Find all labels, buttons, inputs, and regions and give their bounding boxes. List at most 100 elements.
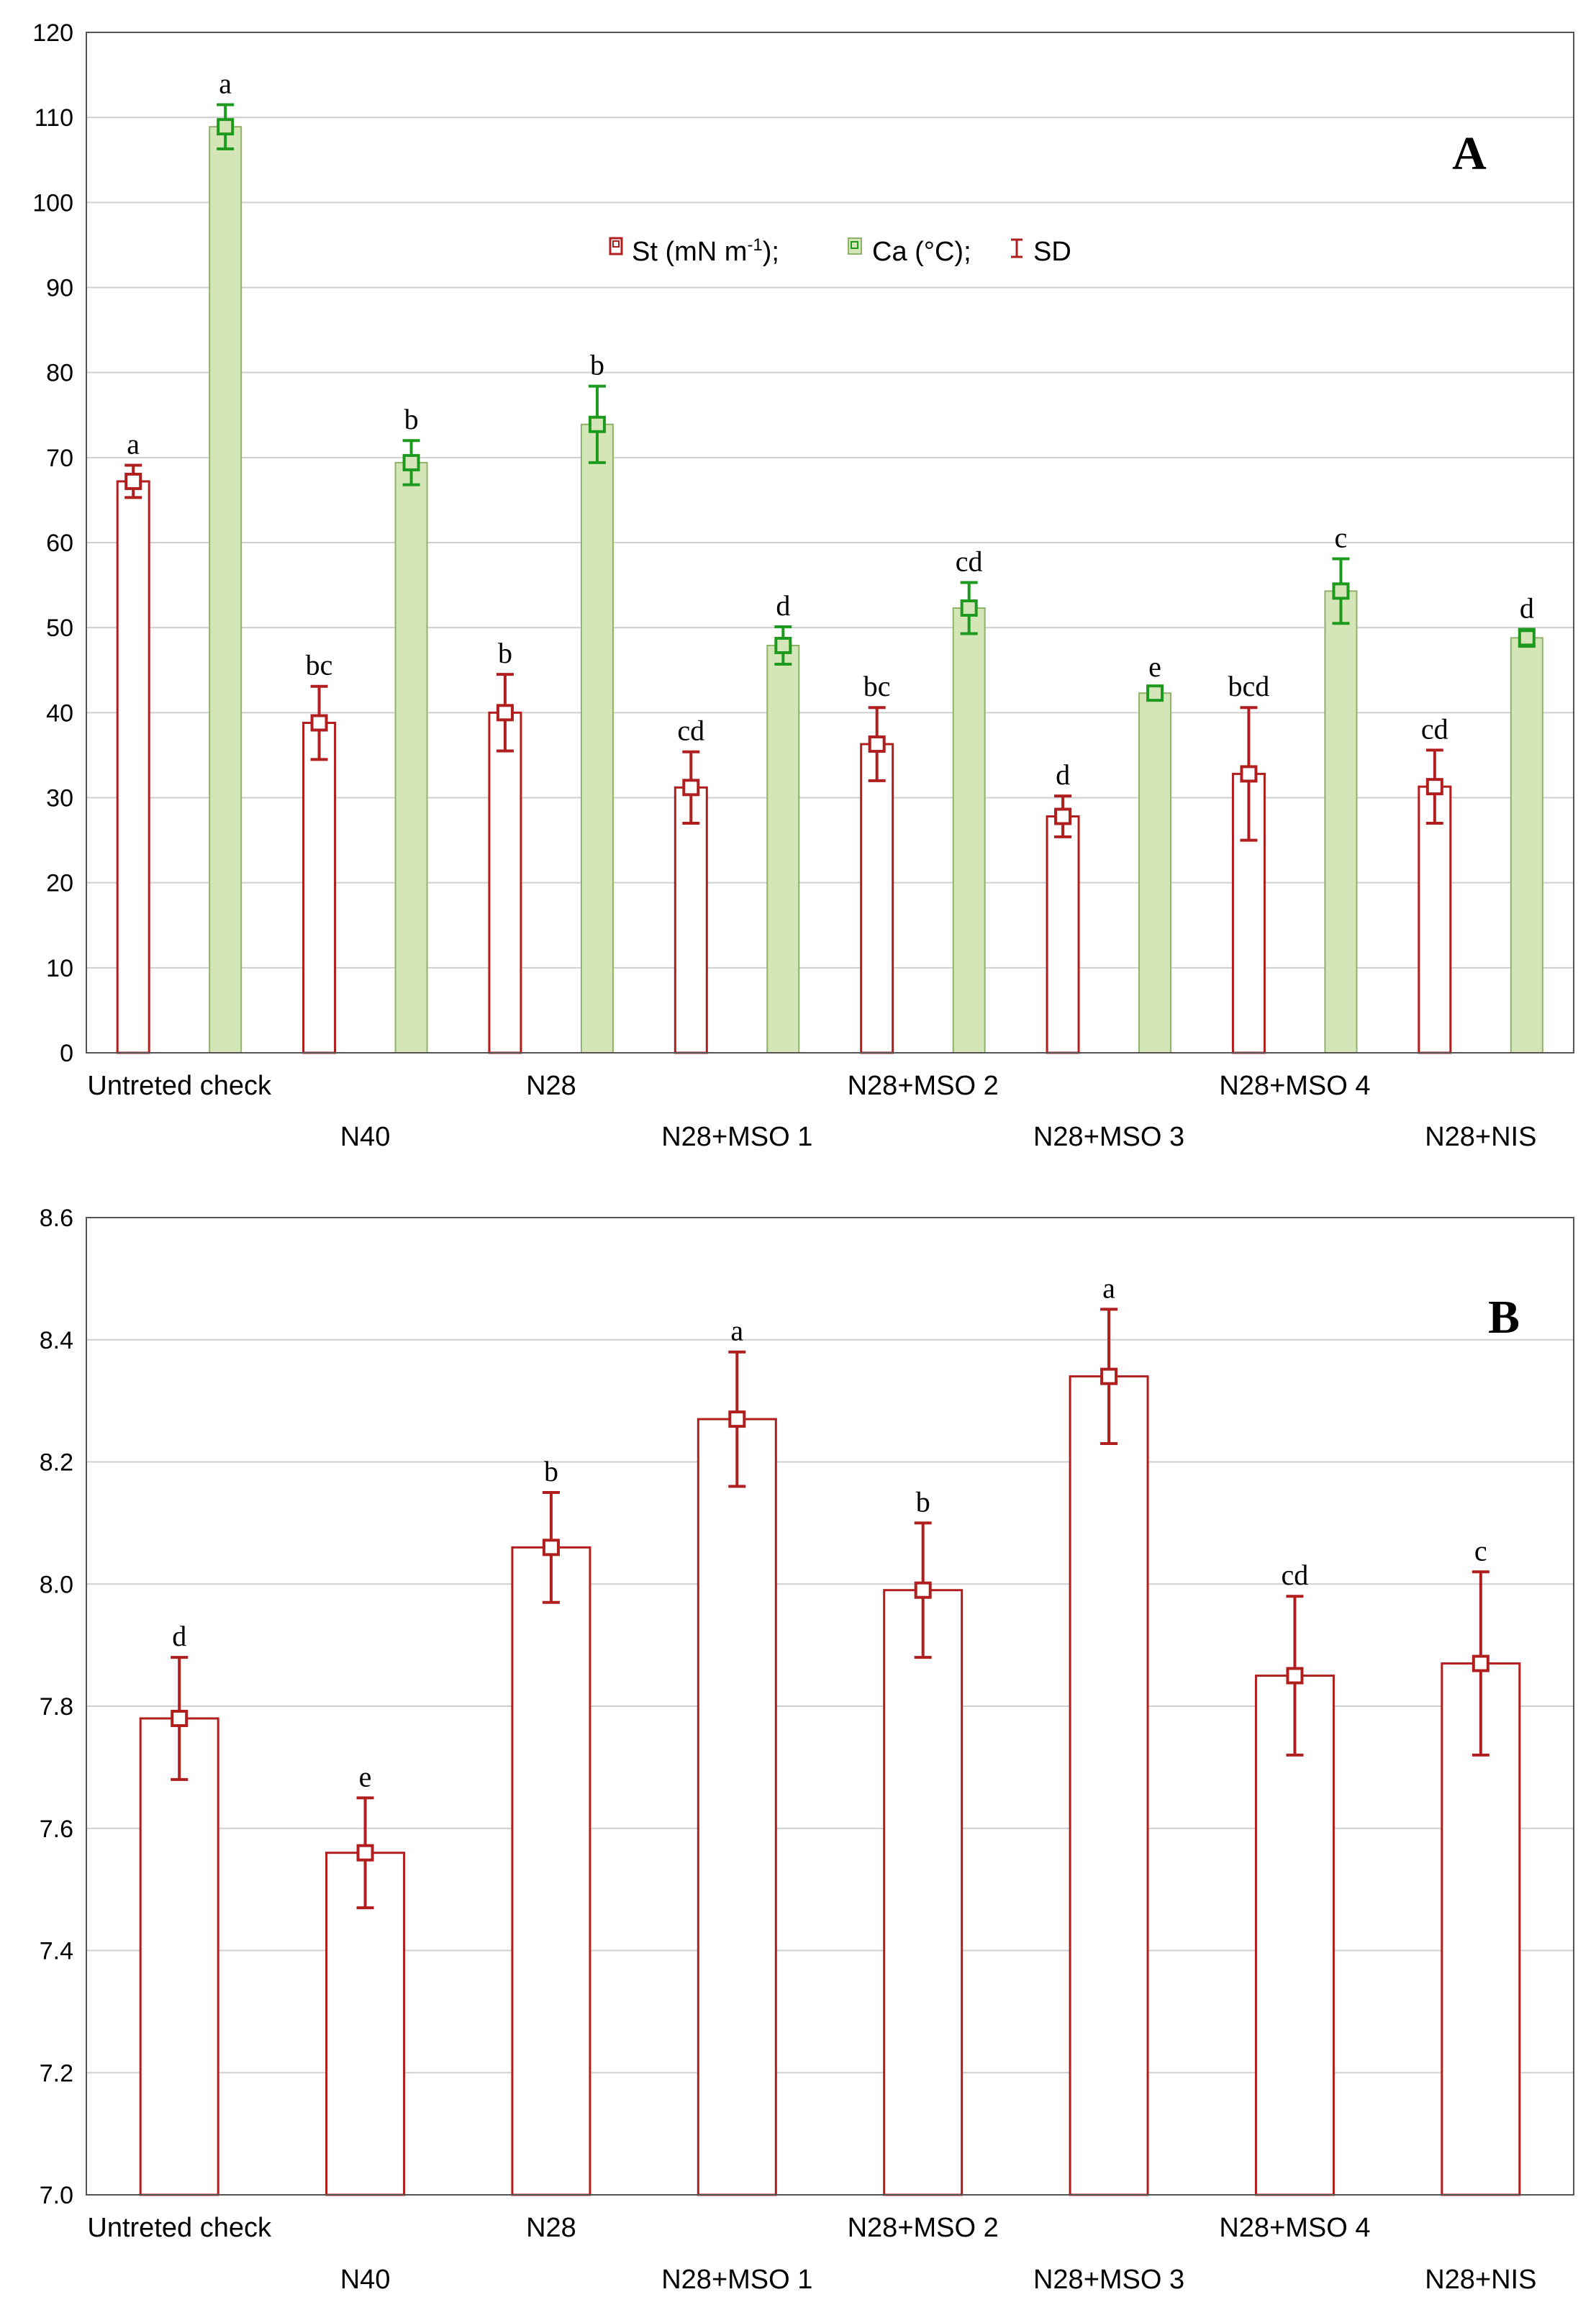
- significance-letter: b: [404, 403, 419, 435]
- significance-letter: a: [730, 1315, 743, 1347]
- square-marker-icon: [609, 237, 623, 255]
- mean-marker: [728, 1410, 746, 1428]
- mean-marker: [310, 714, 328, 732]
- y-tick-label: 7.8: [40, 1693, 73, 1721]
- significance-letter: a: [219, 67, 232, 99]
- bar: [580, 423, 614, 1054]
- x-tick-label: N28+MSO 3: [1033, 2265, 1184, 2295]
- bar: [766, 644, 800, 1054]
- mean-marker: [124, 472, 142, 490]
- x-tick-label: N28+MSO 2: [848, 1071, 999, 1101]
- bar: [697, 1418, 777, 2196]
- legend-sd-label: SD: [1033, 237, 1071, 267]
- x-tick-label: N28+MSO 4: [1219, 1071, 1370, 1101]
- y-tick-label: 50: [46, 615, 73, 642]
- y-tick-label: 7.6: [40, 1816, 73, 1843]
- mean-marker: [542, 1539, 560, 1557]
- y-tick-labels-a: 0 10 20 30 40 50 60 70 80 90 100 110 120: [32, 19, 73, 1067]
- significance-letter: cd: [1421, 712, 1448, 745]
- y-tick-label: 70: [46, 445, 73, 472]
- significance-letter: d: [1520, 592, 1534, 625]
- y-tick-label: 8.4: [40, 1327, 73, 1354]
- mean-marker: [1100, 1367, 1118, 1385]
- x-tick-label: N28+MSO 1: [661, 2265, 812, 2295]
- significance-letter: cd: [677, 715, 704, 747]
- bar: [1510, 637, 1543, 1054]
- x-tick-label: N28: [526, 1071, 576, 1101]
- significance-letter: cd: [956, 545, 983, 578]
- y-tick-label: 0: [60, 1040, 73, 1067]
- mean-marker: [1472, 1654, 1490, 1672]
- mean-marker: [1518, 629, 1536, 647]
- mean-marker: [588, 415, 606, 433]
- y-tick-label: 10: [46, 955, 73, 982]
- x-tick-label: N28+MSO 1: [661, 1122, 812, 1152]
- square-marker-icon: [848, 237, 862, 255]
- x-tick-label: N28+MSO 4: [1219, 2213, 1370, 2243]
- mean-marker: [868, 735, 886, 753]
- bars-b: d e b a b a cd c: [139, 1272, 1521, 2196]
- mean-marker: [1240, 765, 1258, 783]
- plot-frame-a: [86, 32, 1574, 1054]
- x-tick-labels-a: Untreted check N40 N28 N28+MSO 1 N28+MSO 2 N2…: [87, 1071, 1536, 1152]
- y-tick-label: 7.2: [40, 2060, 73, 2087]
- significance-letter: a: [127, 427, 140, 460]
- y-tick-label: 110: [35, 104, 73, 132]
- x-tick-label: N40: [340, 1122, 391, 1152]
- mean-marker: [1332, 582, 1350, 600]
- bar: [860, 743, 894, 1054]
- panel-label-b: B: [1488, 1291, 1520, 1344]
- mean-marker: [682, 779, 700, 797]
- significance-letter: e: [1148, 651, 1161, 683]
- x-tick-label: N28+NIS: [1425, 2265, 1536, 2295]
- mean-marker: [171, 1709, 189, 1727]
- significance-letter: b: [590, 349, 604, 381]
- significance-letter: d: [776, 589, 790, 622]
- bar: [1046, 815, 1080, 1054]
- bar: [394, 461, 428, 1054]
- mean-marker: [1054, 807, 1072, 825]
- x-tick-labels-b: Untreted check N40 N28 N28+MSO 1 N28+MSO 2 N2…: [87, 2213, 1536, 2295]
- significance-letter: bc: [863, 670, 891, 702]
- panel-label-a: A: [1452, 127, 1487, 180]
- significance-letter: b: [498, 637, 512, 669]
- y-tick-label: 80: [46, 360, 73, 387]
- significance-letter: bcd: [1228, 670, 1270, 702]
- bar: [1418, 785, 1452, 1054]
- x-tick-label: N28+MSO 2: [848, 2213, 999, 2243]
- bar: [1254, 1675, 1335, 2196]
- y-tick-labels-b: 7.0 7.2 7.4 7.6 7.8 8.0 8.2 8.4 8.6: [40, 1205, 73, 2209]
- bar: [209, 126, 242, 1054]
- y-tick-label: 8.0: [40, 1571, 73, 1598]
- y-tick-label: 90: [46, 275, 73, 302]
- mean-marker: [402, 453, 420, 471]
- legend-st-label: St (mN m-1);: [632, 235, 779, 267]
- bar: [674, 786, 708, 1054]
- x-tick-label: N28+NIS: [1425, 1122, 1536, 1152]
- significance-letter: c: [1474, 1534, 1487, 1567]
- significance-letter: a: [1102, 1272, 1115, 1304]
- significance-letter: e: [359, 1760, 372, 1793]
- bar: [1138, 692, 1172, 1054]
- y-tick-label: 30: [46, 785, 73, 812]
- significance-letter: cd: [1282, 1559, 1309, 1591]
- x-tick-label: N40: [340, 2265, 391, 2295]
- mean-marker: [960, 599, 978, 617]
- mean-marker: [774, 636, 792, 654]
- chart-panel-b: d e b a b a cd c 7.0 7.2 7.4 7.6 7.8 8.0 8.2 8.4 8.6 Un…: [40, 1205, 1574, 2295]
- significance-letter: b: [544, 1455, 558, 1487]
- y-tick-label: 60: [46, 530, 73, 557]
- bar: [1069, 1375, 1149, 2196]
- bar: [302, 722, 337, 1054]
- legend: St (mN m-1); Ca (°C); SD: [609, 235, 1071, 267]
- mean-marker: [914, 1581, 932, 1599]
- bar: [883, 1589, 964, 2196]
- y-tick-label: 100: [32, 189, 73, 217]
- significance-letter: d: [172, 1620, 186, 1652]
- bar: [139, 1717, 219, 2196]
- bar: [116, 480, 150, 1054]
- significance-letter: d: [1056, 758, 1070, 791]
